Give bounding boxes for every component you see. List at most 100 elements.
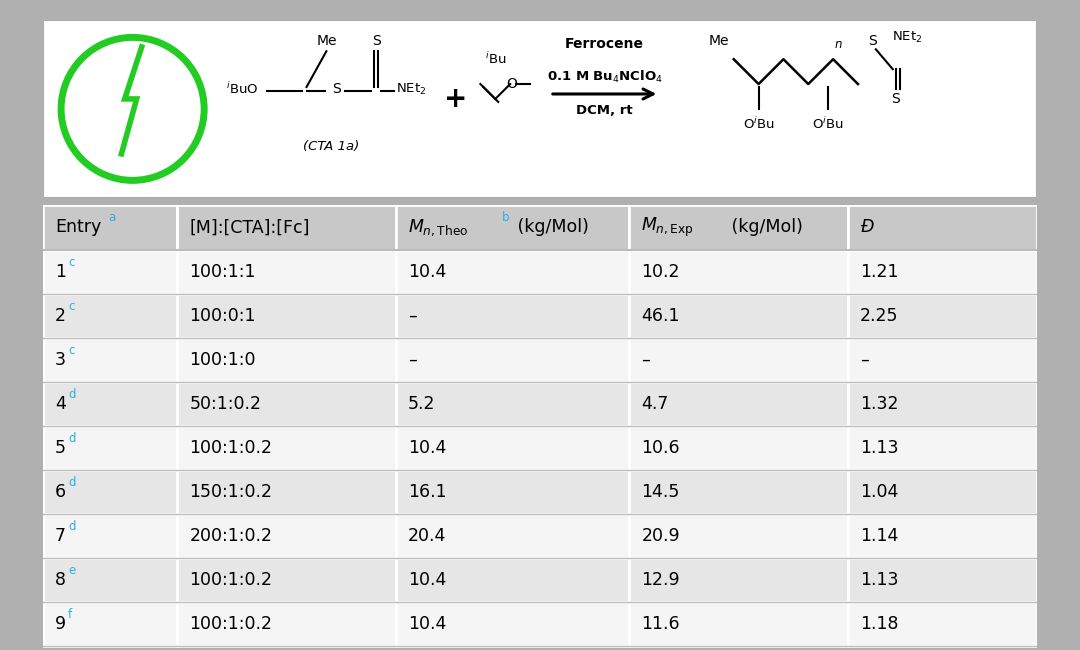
Text: +: + bbox=[444, 85, 468, 113]
Text: 1.14: 1.14 bbox=[860, 527, 899, 545]
Text: 6: 6 bbox=[55, 483, 66, 501]
Bar bbox=[177, 338, 396, 382]
Bar bbox=[848, 470, 1037, 514]
Bar bbox=[43, 294, 177, 338]
Bar bbox=[848, 205, 1037, 250]
Text: 10.4: 10.4 bbox=[408, 263, 446, 281]
Text: $^i$BuO: $^i$BuO bbox=[226, 81, 258, 97]
Text: –: – bbox=[860, 351, 868, 369]
Text: d: d bbox=[68, 388, 76, 401]
Text: O$^i$Bu: O$^i$Bu bbox=[812, 116, 845, 132]
Bar bbox=[848, 602, 1037, 646]
Text: Me: Me bbox=[708, 34, 729, 48]
Bar bbox=[177, 470, 396, 514]
FancyBboxPatch shape bbox=[43, 20, 1037, 198]
Text: (kg/Mol): (kg/Mol) bbox=[512, 218, 589, 236]
Bar bbox=[43, 205, 177, 250]
Bar bbox=[177, 294, 396, 338]
Text: 10.2: 10.2 bbox=[642, 263, 679, 281]
Bar bbox=[396, 470, 630, 514]
Text: S: S bbox=[891, 92, 900, 106]
Text: S: S bbox=[372, 34, 380, 48]
Text: 10.4: 10.4 bbox=[408, 439, 446, 457]
Text: 8: 8 bbox=[55, 571, 66, 589]
Text: a: a bbox=[108, 211, 116, 224]
Bar bbox=[630, 294, 848, 338]
Text: 5: 5 bbox=[55, 439, 66, 457]
Text: 1.13: 1.13 bbox=[860, 439, 899, 457]
Bar bbox=[43, 426, 177, 470]
Bar bbox=[848, 250, 1037, 294]
Bar bbox=[177, 602, 396, 646]
Bar bbox=[177, 558, 396, 602]
Bar bbox=[43, 382, 177, 426]
Bar bbox=[396, 602, 630, 646]
Bar bbox=[630, 250, 848, 294]
Bar bbox=[396, 205, 630, 250]
Text: 2.25: 2.25 bbox=[860, 307, 899, 325]
Text: $^i$Bu: $^i$Bu bbox=[485, 51, 507, 67]
Text: Me: Me bbox=[316, 34, 337, 48]
Text: (kg/Mol): (kg/Mol) bbox=[726, 218, 802, 236]
Text: 3: 3 bbox=[55, 351, 66, 369]
Bar bbox=[43, 470, 177, 514]
Text: e: e bbox=[68, 564, 76, 577]
Bar bbox=[630, 558, 848, 602]
Bar bbox=[848, 514, 1037, 558]
Text: 1.13: 1.13 bbox=[860, 571, 899, 589]
Bar bbox=[43, 338, 177, 382]
Text: $M_{n,\mathrm{Exp}}$: $M_{n,\mathrm{Exp}}$ bbox=[642, 216, 694, 239]
Text: 10.4: 10.4 bbox=[408, 571, 446, 589]
Bar bbox=[177, 514, 396, 558]
Bar bbox=[630, 514, 848, 558]
Text: 20.4: 20.4 bbox=[408, 527, 446, 545]
Text: 1.18: 1.18 bbox=[860, 615, 899, 633]
Text: (CTA 1a): (CTA 1a) bbox=[303, 140, 360, 153]
Text: d: d bbox=[68, 432, 76, 445]
Bar bbox=[177, 426, 396, 470]
Bar bbox=[630, 602, 848, 646]
Text: $n$: $n$ bbox=[834, 38, 842, 51]
Text: 10.4: 10.4 bbox=[408, 615, 446, 633]
Bar bbox=[630, 338, 848, 382]
Text: –: – bbox=[408, 307, 417, 325]
Bar bbox=[396, 382, 630, 426]
Text: f: f bbox=[68, 608, 72, 621]
Text: 7: 7 bbox=[55, 527, 66, 545]
Text: 100:1:0: 100:1:0 bbox=[189, 351, 256, 369]
Text: 14.5: 14.5 bbox=[642, 483, 679, 501]
Bar bbox=[43, 250, 177, 294]
Text: $Ð$: $Ð$ bbox=[860, 218, 875, 236]
Text: c: c bbox=[68, 344, 75, 358]
Bar bbox=[848, 382, 1037, 426]
Bar bbox=[630, 426, 848, 470]
Bar bbox=[396, 426, 630, 470]
Text: –: – bbox=[642, 351, 650, 369]
Text: O: O bbox=[507, 77, 517, 91]
Bar bbox=[43, 602, 177, 646]
Text: 1.04: 1.04 bbox=[860, 483, 899, 501]
Bar bbox=[396, 250, 630, 294]
Text: d: d bbox=[68, 476, 76, 489]
Text: S: S bbox=[332, 82, 340, 96]
Text: 46.1: 46.1 bbox=[642, 307, 679, 325]
Bar bbox=[43, 558, 177, 602]
Bar bbox=[630, 470, 848, 514]
Bar bbox=[848, 294, 1037, 338]
Text: 1: 1 bbox=[55, 263, 66, 281]
Text: –: – bbox=[408, 351, 417, 369]
Text: 1.21: 1.21 bbox=[860, 263, 899, 281]
Text: [M]:[CTA]:[Fc]: [M]:[CTA]:[Fc] bbox=[189, 218, 310, 236]
Bar bbox=[848, 338, 1037, 382]
Text: 10.6: 10.6 bbox=[642, 439, 680, 457]
Text: Ferrocene: Ferrocene bbox=[565, 37, 644, 51]
Text: 50:1:0.2: 50:1:0.2 bbox=[189, 395, 261, 413]
Text: O$^i$Bu: O$^i$Bu bbox=[743, 116, 774, 132]
Bar bbox=[177, 205, 396, 250]
Bar bbox=[848, 558, 1037, 602]
Text: 5.2: 5.2 bbox=[408, 395, 435, 413]
Bar bbox=[396, 338, 630, 382]
Text: d: d bbox=[68, 521, 76, 534]
Text: 200:1:0.2: 200:1:0.2 bbox=[189, 527, 272, 545]
Text: 100:1:0.2: 100:1:0.2 bbox=[189, 615, 272, 633]
